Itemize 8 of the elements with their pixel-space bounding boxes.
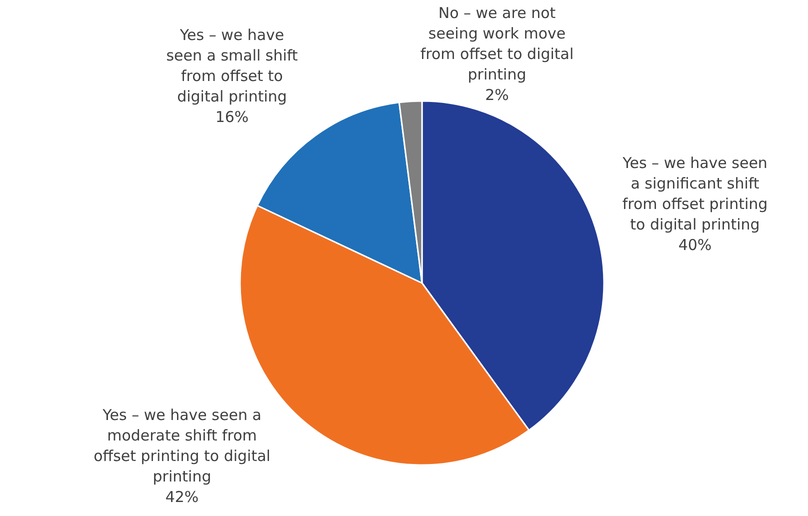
slice-label: No – we are not seeing work move from offset to digital printing (420, 4, 574, 84)
slice-label: Yes – we have seen a significant shift from offset printing to digital printing (622, 154, 768, 234)
data-label: 42% (165, 488, 199, 506)
data-label: 2% (485, 86, 509, 104)
data-label: 40% (678, 236, 712, 254)
slice-label: Yes – we have seen a small shift from offset to digital printing (166, 26, 298, 106)
data-label: 16% (215, 108, 249, 126)
slice-label: Yes – we have seen a moderate shift from offset printing to digital printing (94, 406, 270, 486)
